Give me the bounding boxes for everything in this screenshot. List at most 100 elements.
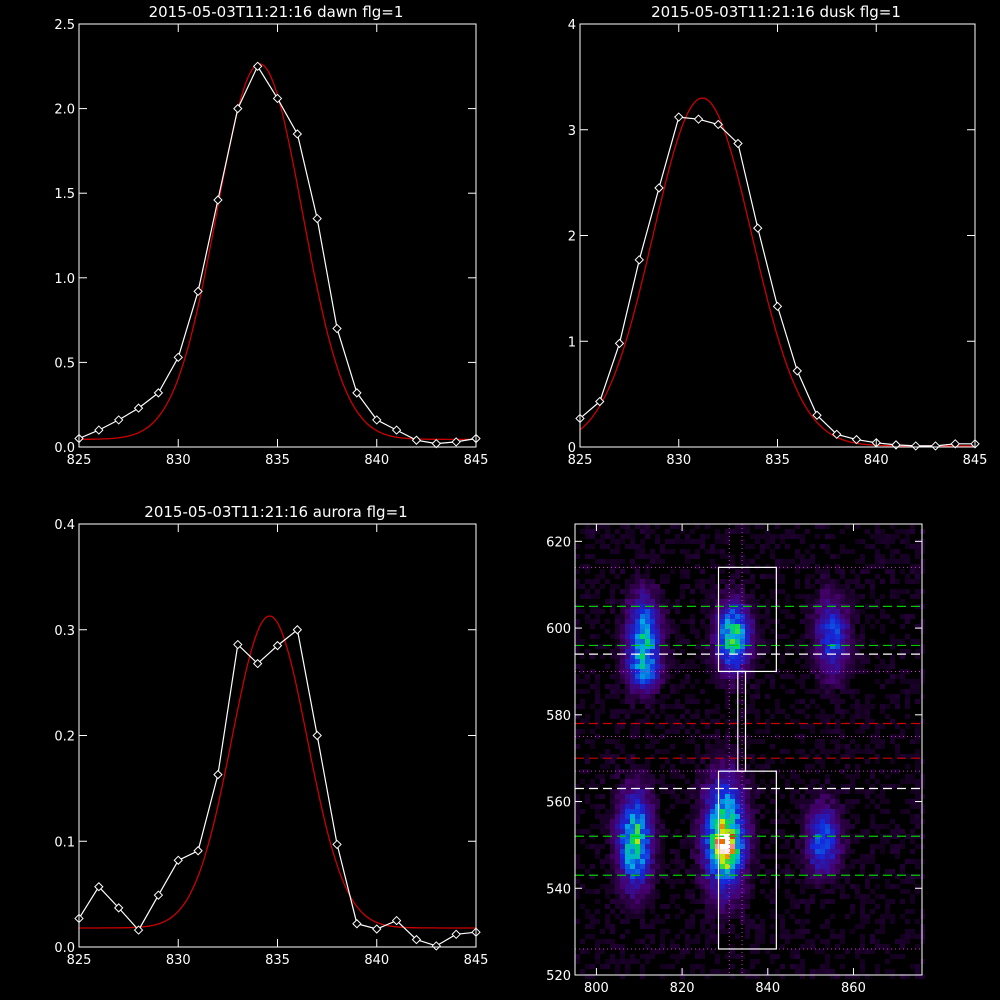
heatmap-cell <box>830 849 835 854</box>
heatmap-cell <box>770 779 775 784</box>
heatmap-cell <box>800 674 805 679</box>
data-point <box>713 119 723 130</box>
heatmap-cell <box>855 974 860 979</box>
heatmap-cell <box>770 894 775 899</box>
heatmap-cell <box>725 894 730 899</box>
heatmap-cell <box>765 759 770 764</box>
heatmap-cell <box>645 759 650 764</box>
heatmap-cell <box>620 799 625 804</box>
heatmap-cell <box>695 784 700 789</box>
heatmap-cell <box>625 599 630 604</box>
heatmap-cell <box>880 894 885 899</box>
heatmap-cell <box>740 684 745 689</box>
heatmap-cell <box>725 779 730 784</box>
heatmap-cell <box>610 809 615 814</box>
heatmap-cell <box>685 894 690 899</box>
x-tick-label: 825 <box>67 953 92 968</box>
heatmap-cell <box>590 554 595 559</box>
heatmap-cell <box>580 699 585 704</box>
heatmap-cell <box>600 864 605 869</box>
heatmap-cell <box>640 864 645 869</box>
heatmap-cell <box>640 709 645 714</box>
heatmap-cell <box>640 674 645 679</box>
x-tick-label: 825 <box>568 453 593 468</box>
heatmap-cell <box>805 674 810 679</box>
heatmap-cell <box>710 674 715 679</box>
heatmap-cell <box>585 739 590 744</box>
heatmap-cell <box>650 819 655 824</box>
heatmap-cell <box>765 869 770 874</box>
heatmap-cell <box>690 879 695 884</box>
heatmap-cell <box>820 689 825 694</box>
heatmap-cell <box>740 624 745 629</box>
heatmap-cell <box>720 624 725 629</box>
heatmap-cell <box>910 839 915 844</box>
heatmap-cell <box>670 724 675 729</box>
heatmap-cell <box>810 614 815 619</box>
heatmap-cell <box>880 914 885 919</box>
heatmap-cell <box>730 609 735 614</box>
heatmap-cell <box>740 799 745 804</box>
heatmap-cell <box>905 909 910 914</box>
heatmap-cell <box>575 959 580 964</box>
heatmap-cell <box>835 679 840 684</box>
heatmap-cell <box>875 524 880 529</box>
heatmap-cell <box>655 654 660 659</box>
heatmap-cell <box>875 559 880 564</box>
heatmap-cell <box>910 684 915 689</box>
heatmap-cell <box>840 839 845 844</box>
heatmap-cell <box>915 574 920 579</box>
heatmap-cell <box>585 719 590 724</box>
heatmap-cell <box>845 869 850 874</box>
y-tick-label: 0.4 <box>54 518 75 533</box>
heatmap-cell <box>655 669 660 674</box>
heatmap-cell <box>835 719 840 724</box>
heatmap-cell <box>825 684 830 689</box>
heatmap-cell <box>655 854 660 859</box>
heatmap-cell <box>755 849 760 854</box>
heatmap-cell <box>770 679 775 684</box>
heatmap-cell <box>700 824 705 829</box>
heatmap-cell <box>725 679 730 684</box>
heatmap-cell <box>810 899 815 904</box>
heatmap-cell <box>835 699 840 704</box>
data-point <box>352 388 362 398</box>
heatmap-cell <box>630 669 635 674</box>
heatmap-cell <box>625 809 630 814</box>
heatmap-cell <box>895 699 900 704</box>
heatmap-cell <box>625 839 630 844</box>
heatmap-cell <box>610 689 615 694</box>
heatmap-cell <box>790 964 795 969</box>
heatmap-cell <box>710 629 715 634</box>
heatmap-cell <box>640 789 645 794</box>
heatmap-cell <box>800 734 805 739</box>
heatmap-cell <box>615 564 620 569</box>
heatmap-cell <box>860 859 865 864</box>
heatmap-cell <box>775 574 780 579</box>
heatmap-cell <box>710 599 715 604</box>
heatmap-cell <box>575 854 580 859</box>
heatmap-cell <box>640 854 645 859</box>
heatmap-cell <box>895 744 900 749</box>
heatmap-cell <box>875 669 880 674</box>
heatmap-cell <box>880 849 885 854</box>
heatmap-cell <box>645 784 650 789</box>
heatmap-cell <box>750 659 755 664</box>
heatmap-cell <box>825 594 830 599</box>
heatmap-cell <box>710 949 715 954</box>
heatmap-cell <box>865 789 870 794</box>
x-tick-label: 845 <box>464 453 489 468</box>
heatmap-cell <box>855 949 860 954</box>
heatmap-cell <box>820 589 825 594</box>
heatmap-cell <box>740 804 745 809</box>
heatmap-cell <box>760 644 765 649</box>
heatmap-cell <box>865 569 870 574</box>
heatmap-cell <box>860 949 865 954</box>
heatmap-cell <box>835 644 840 649</box>
heatmap-cell <box>605 919 610 924</box>
heatmap-cell <box>640 629 645 634</box>
heatmap-cell <box>745 624 750 629</box>
y-tick-label: 560 <box>546 796 571 811</box>
heatmap-cell <box>750 654 755 659</box>
heatmap-cell <box>725 624 730 629</box>
